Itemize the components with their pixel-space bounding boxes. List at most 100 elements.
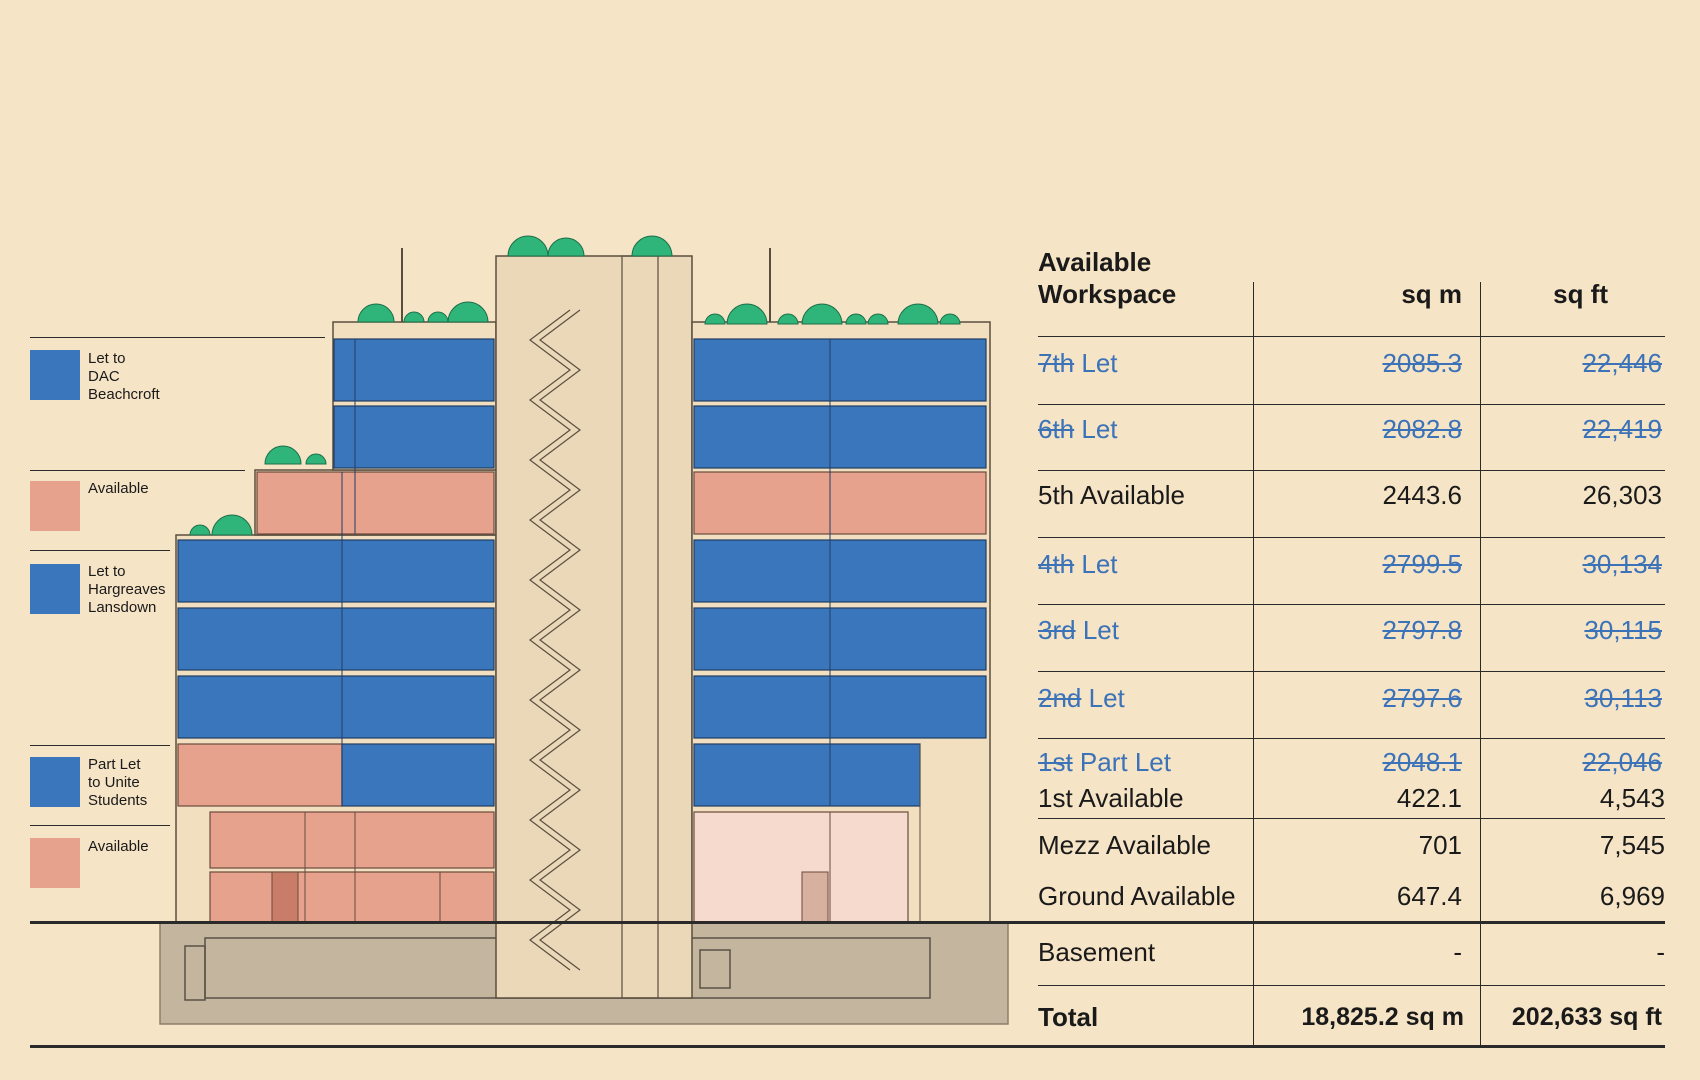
right-floor-7	[693, 338, 987, 402]
floor-status: Part Let	[1079, 747, 1171, 777]
right-floor-1	[693, 743, 921, 807]
legend-divider	[30, 745, 170, 746]
table-row-1st-available-sqft: 4,543	[1599, 783, 1665, 813]
table-row-5th-sqft: 26,303	[1582, 480, 1662, 510]
table-row-6th-label: 6th Let	[1038, 414, 1118, 444]
row-divider	[1038, 671, 1665, 672]
table-total-sqft: 202,633 sq ft	[1511, 1003, 1662, 1031]
stair-core	[495, 255, 693, 999]
left-floor-4	[177, 539, 495, 603]
row-divider	[1038, 985, 1665, 986]
left-floor-1-available	[177, 743, 343, 807]
table-row-mezz-label: Mezz Available	[1038, 830, 1211, 860]
stair-zigzag	[529, 309, 581, 971]
legend-divider	[30, 337, 325, 338]
left-floor-mezz	[209, 811, 495, 869]
basement-door	[699, 949, 731, 989]
left-floor-7	[333, 338, 495, 402]
row-divider	[1038, 404, 1665, 405]
left-floor-3	[177, 607, 495, 671]
floor-status: Let	[1081, 549, 1118, 579]
table-title-line1: Available	[1038, 247, 1152, 277]
floor-name: Ground	[1038, 881, 1125, 911]
legend-swatch-available-upper	[30, 481, 80, 531]
row-divider	[1038, 818, 1665, 819]
column-header-sqm: sq m	[1401, 279, 1462, 309]
column-header-sqft: sq ft	[1553, 279, 1608, 309]
table-row-mezz-sqm: 701	[1418, 830, 1462, 860]
table-row-1st-part-let-sqm: 2048.1	[1382, 747, 1462, 777]
table-row-3rd-sqm: 2797.8	[1382, 615, 1462, 645]
floor-name: 6th	[1038, 414, 1075, 444]
floor-status: Available	[1079, 480, 1185, 510]
floor-status: Let	[1088, 683, 1125, 713]
legend-label-unite: Part Let to Unite Students	[88, 756, 148, 809]
table-row-basement-label: Basement	[1038, 937, 1156, 967]
table-total-label: Total	[1038, 1002, 1099, 1032]
table-row-3rd-label: 3rd Let	[1038, 615, 1119, 645]
floor-name: 3rd	[1038, 615, 1076, 645]
right-floor-mezz	[693, 811, 909, 923]
legend-divider	[30, 550, 170, 551]
floor-name: 2nd	[1038, 683, 1082, 713]
table-row-2nd-sqft: 30,113	[1584, 683, 1662, 713]
roof-greenery	[189, 235, 961, 536]
floor-status: Available	[1078, 783, 1184, 813]
floor-name: 5th	[1038, 480, 1075, 510]
floor-name: 7th	[1038, 348, 1075, 378]
table-row-1st-part-let-label: 1st Part Let	[1038, 747, 1171, 777]
right-floor-2	[693, 675, 987, 739]
column-divider	[1480, 282, 1481, 1045]
right-floor-3	[693, 607, 987, 671]
floor-name: 4th	[1038, 549, 1075, 579]
legend-label-hargreaves: Let to Hargreaves Lansdown	[88, 563, 166, 616]
legend-swatch-available-lower	[30, 838, 80, 888]
floor-status: Let	[1081, 414, 1118, 444]
legend-label-available-upper: Available	[88, 480, 149, 497]
row-divider	[1038, 738, 1665, 739]
left-floor-6	[333, 405, 495, 469]
basement-room	[184, 945, 206, 1001]
column-divider	[1253, 282, 1254, 1045]
floor-status: Let	[1082, 615, 1119, 645]
table-row-basement-sqft: -	[1656, 937, 1665, 967]
left-floor-5	[256, 471, 495, 535]
table-row-2nd-sqm: 2797.6	[1382, 683, 1462, 713]
table-row-7th-sqm: 2085.3	[1382, 348, 1462, 378]
table-row-3rd-sqft: 30,115	[1584, 615, 1662, 645]
table-row-4th-sqft: 30,134	[1582, 549, 1662, 579]
table-row-4th-label: 4th Let	[1038, 549, 1118, 579]
row-divider	[1038, 336, 1665, 337]
floor-name: Mezz	[1038, 830, 1101, 860]
legend-swatch-unite	[30, 757, 80, 807]
table-row-1st-part-let-sqft: 22,046	[1582, 747, 1662, 777]
legend-divider	[30, 470, 245, 471]
table-row-7th-sqft: 22,446	[1582, 348, 1662, 378]
floor-status: Available	[1105, 830, 1211, 860]
legend-divider	[30, 825, 170, 826]
table-row-mezz-sqft: 7,545	[1599, 830, 1665, 860]
table-row-4th-sqm: 2799.5	[1382, 549, 1462, 579]
table-row-6th-sqft: 22,419	[1582, 414, 1662, 444]
table-row-1st-available-sqm: 422.1	[1396, 783, 1462, 813]
left-floor-1-let	[341, 743, 495, 807]
ground-line	[30, 921, 1665, 924]
right-floor-4	[693, 539, 987, 603]
table-row-ground-label: Ground Available	[1038, 881, 1236, 911]
table-bottom-rule	[30, 1045, 1665, 1048]
table-row-ground-sqm: 647.4	[1396, 881, 1462, 911]
legend-label-available-lower: Available	[88, 838, 149, 855]
floor-name: 1st	[1038, 747, 1073, 777]
right-floor-5	[693, 471, 987, 535]
left-floor-2	[177, 675, 495, 739]
table-row-2nd-label: 2nd Let	[1038, 683, 1125, 713]
table-total-sqm: 18,825.2 sq m	[1301, 1003, 1464, 1031]
table-row-5th-label: 5th Available	[1038, 480, 1185, 510]
table-row-1st-available-label: 1st Available	[1038, 783, 1184, 813]
right-floor-6	[693, 405, 987, 469]
table-row-6th-sqm: 2082.8	[1382, 414, 1462, 444]
floor-status: Available	[1130, 881, 1236, 911]
legend-label-dac: Let to DAC Beachcroft	[88, 350, 160, 403]
row-divider	[1038, 537, 1665, 538]
